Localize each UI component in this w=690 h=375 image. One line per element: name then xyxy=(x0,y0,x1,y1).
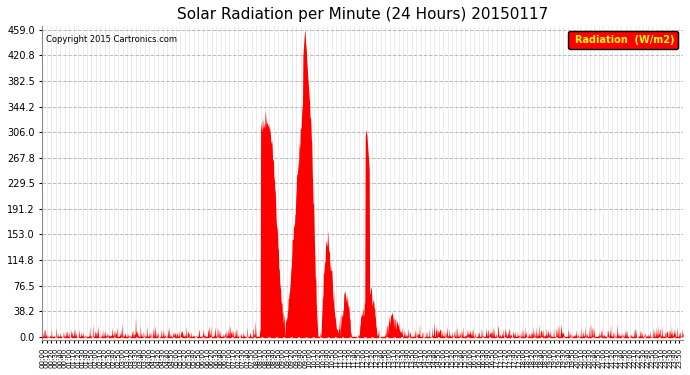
Legend: Radiation  (W/m2): Radiation (W/m2) xyxy=(568,31,678,48)
Text: Copyright 2015 Cartronics.com: Copyright 2015 Cartronics.com xyxy=(46,35,177,44)
Title: Solar Radiation per Minute (24 Hours) 20150117: Solar Radiation per Minute (24 Hours) 20… xyxy=(177,7,549,22)
